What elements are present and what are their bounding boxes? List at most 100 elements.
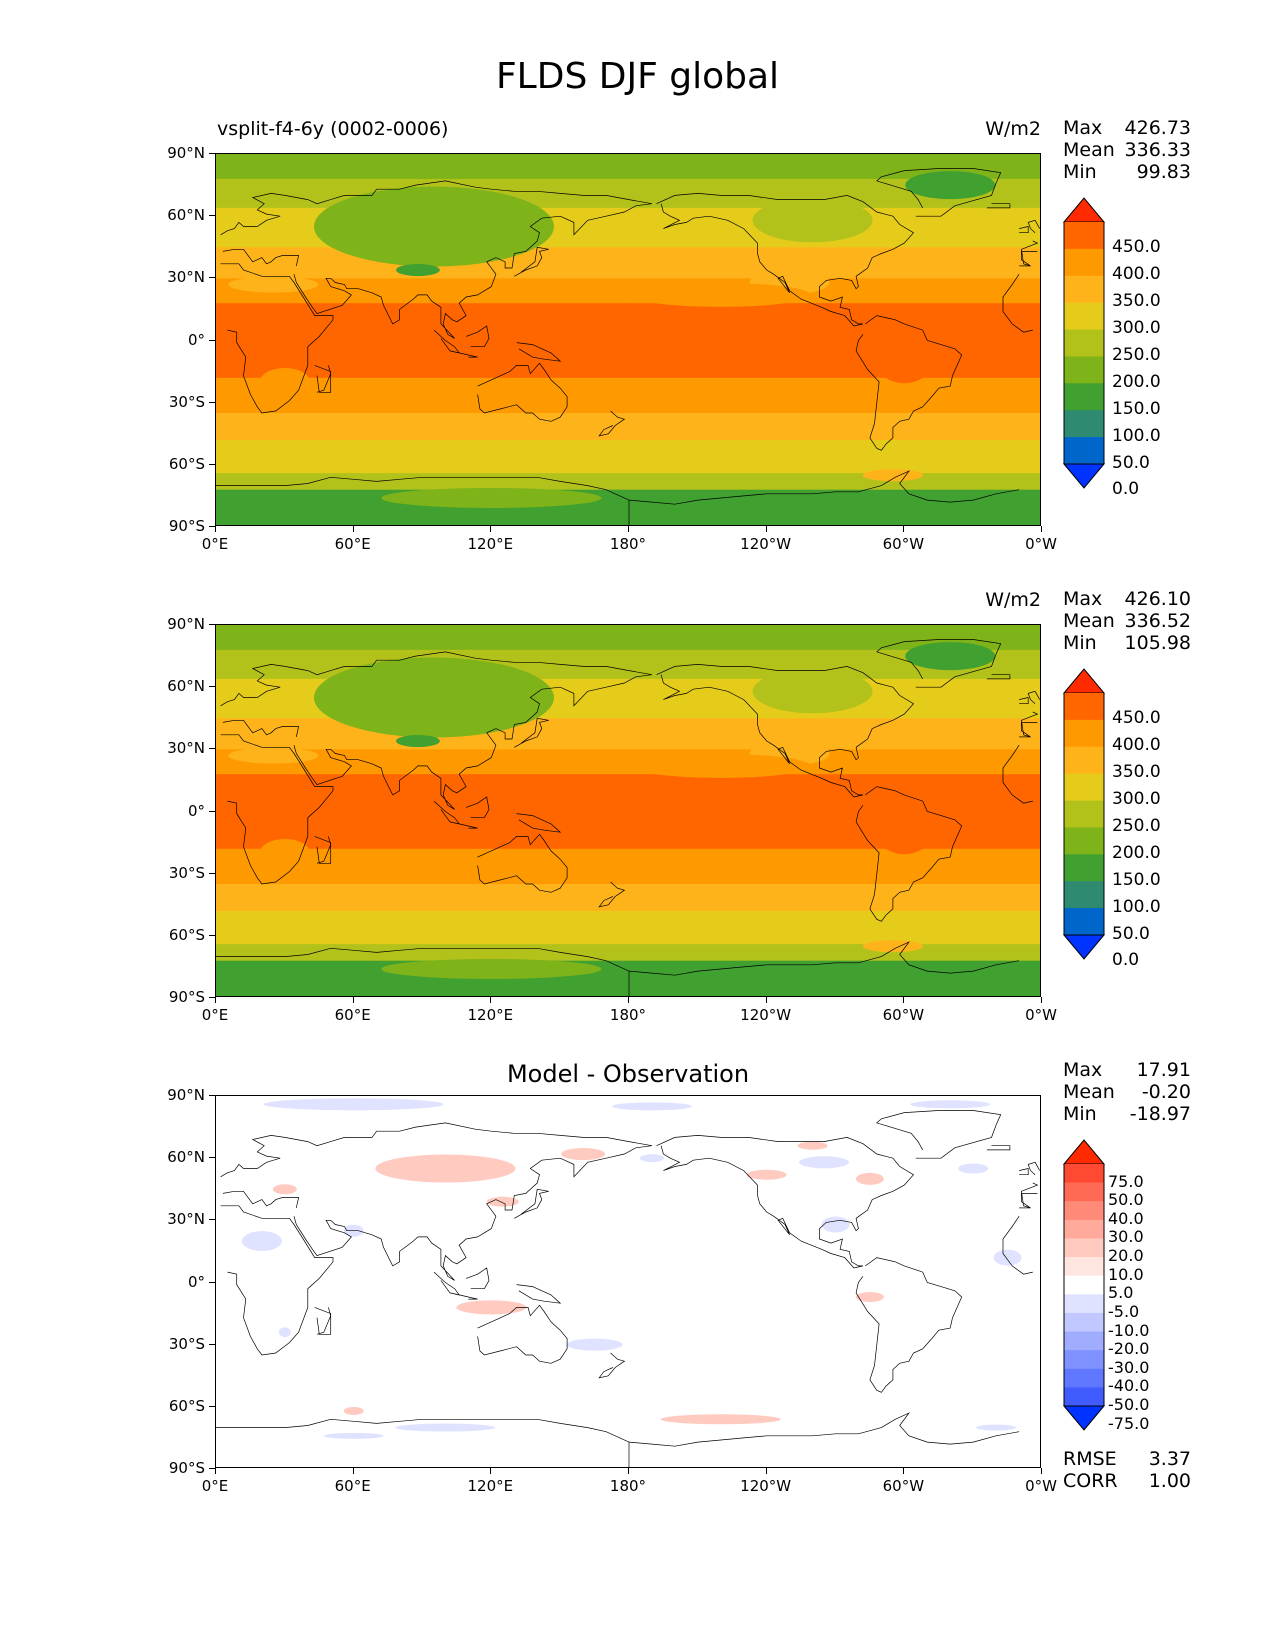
coastline	[220, 1205, 334, 1356]
figure-title: FLDS DJF global	[495, 56, 780, 97]
colorbar-level-label: 100.0	[1112, 425, 1161, 446]
lat-tick-mark	[209, 1468, 215, 1469]
colorbar-segment	[1064, 827, 1104, 855]
lon-tick-label: 60°E	[334, 1006, 371, 1024]
diff-region	[611, 1102, 692, 1111]
lon-tick-label: 60°W	[882, 1006, 925, 1024]
colorbar	[1062, 1139, 1106, 1431]
field-band	[216, 278, 1040, 304]
colorbar-segment	[1064, 908, 1104, 936]
colorbar-level-label: 200.0	[1112, 842, 1161, 863]
lon-tick-label: 120°W	[740, 535, 792, 553]
lat-tick-mark	[209, 463, 215, 465]
case-name: vsplit-f4-6y (0002-0006)	[217, 118, 449, 140]
coastline	[222, 719, 300, 737]
diff-region	[263, 1098, 444, 1111]
lat-tick-mark	[209, 526, 215, 527]
coastline	[220, 651, 652, 810]
lat-tick-label: 60°N	[167, 1148, 205, 1167]
lon-tick-mark	[352, 997, 354, 1003]
field-band	[216, 413, 1040, 441]
colorbar-outline	[1063, 222, 1105, 464]
colorbar-segment	[1064, 1238, 1104, 1258]
lon-tick-mark	[1041, 526, 1042, 532]
colorbar-level-label: 250.0	[1112, 344, 1161, 365]
lon-tick-label: 0°E	[201, 535, 229, 553]
coastline	[1021, 711, 1039, 738]
lon-tick-label: 60°E	[334, 1477, 371, 1495]
lat-tick-label: 60°N	[167, 206, 205, 225]
colorbar-level-label: 150.0	[1112, 869, 1161, 890]
lon-tick-mark	[903, 1468, 905, 1474]
lon-tick-label: 120°W	[740, 1006, 792, 1024]
field-map	[216, 625, 1040, 996]
lat-tick-label: 30°N	[167, 268, 205, 287]
difference-map	[216, 1096, 1040, 1467]
lat-tick-mark	[209, 934, 215, 936]
lon-tick-label: 180°	[609, 535, 647, 553]
lat-tick-mark	[209, 215, 215, 217]
lon-tick-mark	[352, 1468, 354, 1474]
colorbar-segment	[1064, 800, 1104, 828]
diff-region	[323, 1432, 384, 1439]
lat-tick-label: 30°N	[167, 1210, 205, 1229]
colorbar-level-label: -20.0	[1108, 1339, 1150, 1359]
diff-background	[216, 1096, 1040, 1467]
coastline	[855, 786, 963, 922]
colorbar-segment	[1064, 1219, 1104, 1239]
panel-model: vsplit-f4-6y (0002-0006) W/m2 90°N 60°N 30…	[0, 0, 1275, 553]
colorbar-level-label: -30.0	[1108, 1357, 1150, 1377]
field-band	[216, 377, 1040, 414]
stats-box: Max 426.10 Mean 336.52 Min 105.98	[1063, 588, 1191, 654]
coastline	[986, 674, 1011, 680]
colorbar-segment	[1064, 1312, 1104, 1333]
max-label: Max	[1063, 117, 1103, 139]
field-region	[313, 657, 554, 738]
mean-value: -0.20	[1141, 1081, 1191, 1103]
lat-tick-label: 0°	[187, 1272, 205, 1291]
diff-region	[799, 1156, 850, 1169]
lat-tick-label: 30°S	[168, 392, 205, 411]
field-region	[630, 282, 811, 307]
lon-tick-label: 120°W	[740, 1477, 792, 1495]
lon-tick-label: 120°E	[467, 1006, 514, 1024]
lat-tick-label: 30°S	[168, 1334, 205, 1353]
lat-tick-mark	[209, 624, 215, 625]
lon-tick-mark	[765, 1468, 767, 1474]
lat-tick-label: 60°N	[167, 677, 205, 696]
lon-tick-label: 180°	[609, 1477, 647, 1495]
field-region	[259, 838, 310, 867]
colorbar-segment	[1064, 222, 1104, 250]
diff-region	[278, 1327, 291, 1338]
colorbar-level-label: -10.0	[1108, 1320, 1150, 1340]
lon-tick-mark	[352, 526, 354, 532]
diff-region	[976, 1424, 1017, 1431]
coastline	[598, 881, 626, 908]
colorbar	[1062, 197, 1106, 489]
colorbar-level-label: 5.0	[1108, 1283, 1134, 1303]
coastline	[1021, 1182, 1039, 1209]
colorbar-segment	[1064, 1182, 1104, 1202]
units-label: W/m2	[985, 589, 1041, 611]
lat-tick-label: 30°N	[167, 739, 205, 758]
coastline	[220, 263, 334, 414]
field-band	[216, 718, 1040, 750]
colorbar-segment	[1064, 693, 1104, 721]
diff-region	[456, 1300, 527, 1315]
field-region	[395, 264, 440, 277]
field-region	[313, 186, 554, 267]
lat-tick-mark	[209, 1157, 215, 1159]
coastline	[459, 352, 478, 358]
colorbar-segment	[1064, 1257, 1104, 1277]
field-region	[381, 487, 602, 508]
lon-tick-mark	[1041, 1468, 1042, 1474]
colorbar-level-label: 0.0	[1112, 479, 1140, 500]
coastline	[477, 833, 568, 893]
coastline	[1027, 690, 1040, 704]
field-band	[216, 439, 1040, 474]
mean-label: Mean	[1063, 610, 1115, 632]
coastline	[433, 329, 461, 354]
colorbar-level-label: 20.0	[1108, 1246, 1144, 1266]
field-region	[630, 753, 811, 778]
colorbar-level-label: 400.0	[1112, 264, 1161, 285]
